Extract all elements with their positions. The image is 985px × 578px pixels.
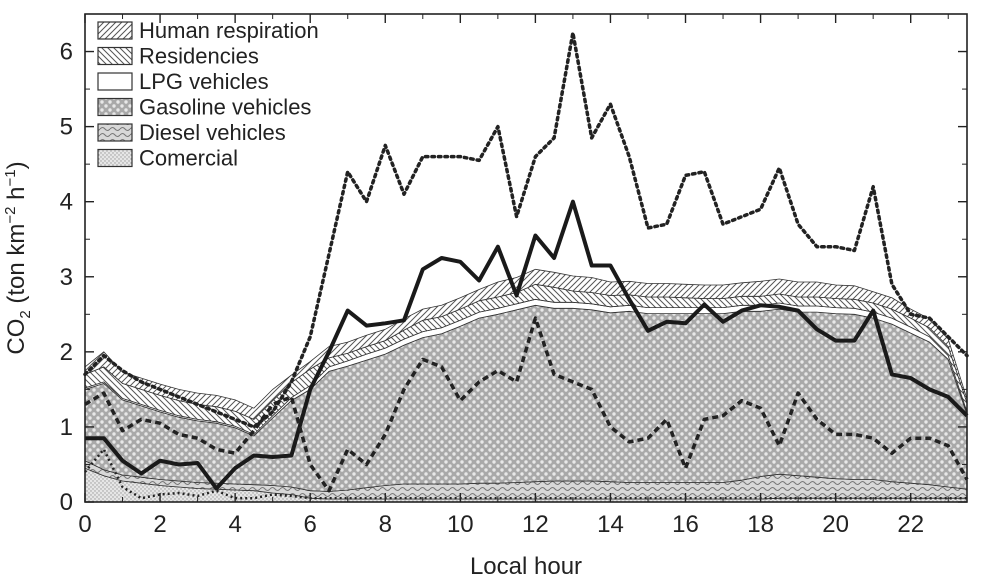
legend-swatch (97, 46, 133, 66)
stacked-areas (84, 268, 968, 503)
line-dashed-2 (84, 316, 969, 493)
y-tick-label: 1 (60, 414, 73, 441)
x-tick-label: 6 (304, 511, 317, 538)
legend-label: Diesel vehicles (139, 120, 286, 145)
legend-item-gasoline-vehicles: Gasoline vehicles (97, 95, 311, 120)
y-tick-label: 6 (60, 39, 73, 66)
x-tick-label: 12 (522, 511, 549, 538)
legend-label: Gasoline vehicles (139, 95, 311, 120)
legend-swatch (97, 97, 133, 117)
y-tick-label: 4 (60, 189, 73, 216)
x-tick-label: 8 (379, 511, 392, 538)
legend-label: LPG vehicles (139, 69, 269, 94)
plot-frame (84, 13, 968, 503)
line-dotted-1 (83, 31, 969, 429)
legend-item-human-respiration: Human respiration (97, 18, 319, 43)
y-tick-label: 5 (60, 114, 73, 141)
legend-swatch (97, 21, 133, 40)
x-axis-title: Local hour (470, 553, 582, 578)
x-tick-label: 16 (672, 511, 699, 538)
legend-swatch (97, 123, 133, 142)
legend-item-residencies: Residencies (97, 44, 259, 69)
legend-swatch (97, 72, 133, 91)
overlay-lines (83, 31, 969, 500)
y-axis-title: CO2 (ton km−2 h−1) (2, 161, 34, 354)
line-dotted-fine-3 (84, 448, 967, 500)
x-tick-label: 2 (153, 511, 166, 538)
x-tick-label: 22 (897, 511, 924, 538)
legend-item-comercial: Comercial (97, 146, 238, 171)
x-tick-label: 4 (228, 511, 241, 538)
legend-label: Comercial (139, 146, 238, 171)
y-tick-label: 0 (60, 489, 73, 516)
x-tick-label: 18 (747, 511, 774, 538)
legend-label: Human respiration (139, 18, 319, 43)
y-tick-label: 2 (60, 339, 73, 366)
x-tick-label: 14 (597, 511, 624, 538)
x-tick-label: 0 (78, 511, 91, 538)
y-tick-label: 3 (60, 264, 73, 291)
x-tick-label: 10 (447, 511, 474, 538)
legend-item-lpg-vehicles: LPG vehicles (97, 69, 269, 94)
line-solid-thick-0 (85, 199, 969, 491)
legend-item-diesel-vehicles: Diesel vehicles (97, 120, 286, 145)
legend-swatch (97, 148, 133, 168)
x-tick-label: 20 (822, 511, 849, 538)
legend-label: Residencies (139, 44, 259, 69)
